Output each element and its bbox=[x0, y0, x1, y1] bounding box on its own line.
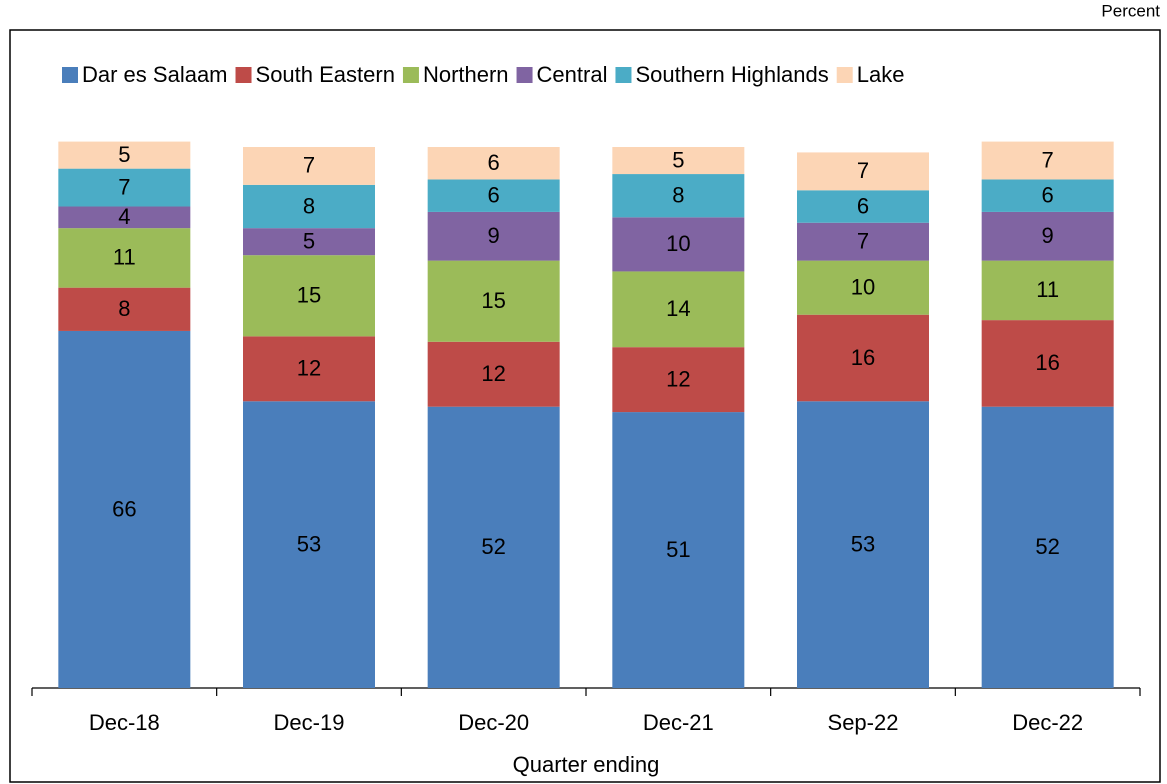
bar-segment bbox=[243, 228, 375, 256]
bar-segment bbox=[981, 320, 1114, 407]
value-label: 53 bbox=[297, 531, 321, 556]
bar-segment bbox=[797, 190, 929, 223]
value-label: 15 bbox=[297, 283, 321, 308]
bar-segment bbox=[243, 147, 375, 185]
legend-swatch bbox=[516, 67, 533, 83]
bar-segment bbox=[797, 401, 929, 688]
bar-segment bbox=[612, 174, 745, 218]
bar-segment bbox=[58, 330, 191, 688]
value-label: 8 bbox=[118, 296, 130, 321]
legend-label: Lake bbox=[857, 62, 905, 87]
bar-segment bbox=[981, 406, 1114, 688]
value-label: 7 bbox=[1042, 147, 1054, 172]
unit-label: Percent bbox=[1101, 1, 1160, 20]
value-label: 4 bbox=[118, 204, 130, 229]
x-axis-title: Quarter ending bbox=[513, 752, 660, 777]
legend-label: Central bbox=[537, 62, 608, 87]
value-label: 9 bbox=[1042, 223, 1054, 248]
bar-segment bbox=[612, 412, 745, 688]
bar-segment bbox=[58, 228, 191, 288]
value-label: 16 bbox=[1035, 350, 1059, 375]
bar-segment bbox=[58, 287, 191, 331]
value-label: 51 bbox=[666, 537, 690, 562]
bar-segment bbox=[427, 211, 560, 261]
value-label: 6 bbox=[488, 183, 500, 208]
x-tick-label: Dec-21 bbox=[643, 710, 714, 735]
value-label: 5 bbox=[672, 147, 684, 172]
value-label: 12 bbox=[666, 366, 690, 391]
bar-segment bbox=[427, 179, 560, 212]
value-label: 16 bbox=[851, 345, 875, 370]
bar-segment bbox=[243, 336, 375, 402]
legend-label: Northern bbox=[423, 62, 509, 87]
value-label: 7 bbox=[303, 153, 315, 178]
legend-swatch bbox=[235, 67, 252, 83]
bar-segment bbox=[612, 217, 745, 272]
value-label: 5 bbox=[118, 142, 130, 167]
value-label: 11 bbox=[113, 245, 136, 270]
legend-swatch bbox=[836, 67, 853, 83]
x-tick-label: Sep-22 bbox=[828, 710, 899, 735]
bar-segment bbox=[58, 141, 191, 169]
legend-label: South Eastern bbox=[256, 62, 395, 87]
legend-label: Southern Highlands bbox=[635, 62, 828, 87]
x-tick-label: Dec-19 bbox=[274, 710, 345, 735]
value-label: 14 bbox=[666, 296, 690, 321]
bar-segment bbox=[797, 152, 929, 191]
bar-segment bbox=[612, 147, 745, 175]
bar-segment bbox=[243, 401, 375, 688]
bar-segment bbox=[58, 206, 191, 229]
value-label: 7 bbox=[857, 158, 869, 183]
bar-segment bbox=[243, 184, 375, 229]
value-label: 66 bbox=[112, 496, 136, 521]
x-tick-label: Dec-20 bbox=[458, 710, 529, 735]
value-label: 6 bbox=[488, 150, 500, 175]
bar-segment bbox=[981, 179, 1114, 212]
value-label: 53 bbox=[851, 531, 875, 556]
bar-segment bbox=[612, 347, 745, 413]
bar-segment bbox=[427, 406, 560, 688]
value-label: 11 bbox=[1036, 277, 1059, 302]
value-label: 5 bbox=[303, 228, 315, 253]
value-label: 6 bbox=[1042, 183, 1054, 208]
value-label: 7 bbox=[118, 174, 130, 199]
value-label: 12 bbox=[481, 361, 505, 386]
value-label: 15 bbox=[481, 288, 505, 313]
chart-frame bbox=[9, 29, 1161, 783]
bar-segment bbox=[427, 260, 560, 342]
bar-segment bbox=[58, 168, 191, 207]
legend-label: Dar es Salaam bbox=[82, 62, 228, 87]
bar-segment bbox=[427, 147, 560, 180]
bar-segment bbox=[797, 260, 929, 315]
value-label: 8 bbox=[672, 183, 684, 208]
x-tick-label: Dec-22 bbox=[1012, 710, 1083, 735]
value-label: 9 bbox=[488, 223, 500, 248]
value-label: 10 bbox=[666, 231, 690, 256]
bar-segment bbox=[797, 222, 929, 261]
bar-segment bbox=[427, 341, 560, 407]
bar-segment bbox=[612, 271, 745, 348]
legend-swatch bbox=[615, 67, 632, 83]
value-label: 52 bbox=[481, 534, 505, 559]
x-tick-label: Dec-18 bbox=[89, 710, 160, 735]
value-label: 6 bbox=[857, 193, 869, 218]
bar-segment bbox=[981, 211, 1114, 261]
value-label: 52 bbox=[1035, 534, 1059, 559]
legend-swatch bbox=[62, 67, 78, 83]
bar-segment bbox=[243, 255, 375, 337]
bar-segment bbox=[797, 314, 929, 402]
value-label: 10 bbox=[851, 274, 875, 299]
bar-segment bbox=[981, 260, 1114, 321]
value-label: 7 bbox=[857, 228, 869, 253]
bar-segment bbox=[981, 141, 1114, 180]
value-label: 8 bbox=[303, 193, 315, 218]
value-label: 12 bbox=[297, 356, 321, 381]
legend-swatch bbox=[402, 67, 419, 83]
